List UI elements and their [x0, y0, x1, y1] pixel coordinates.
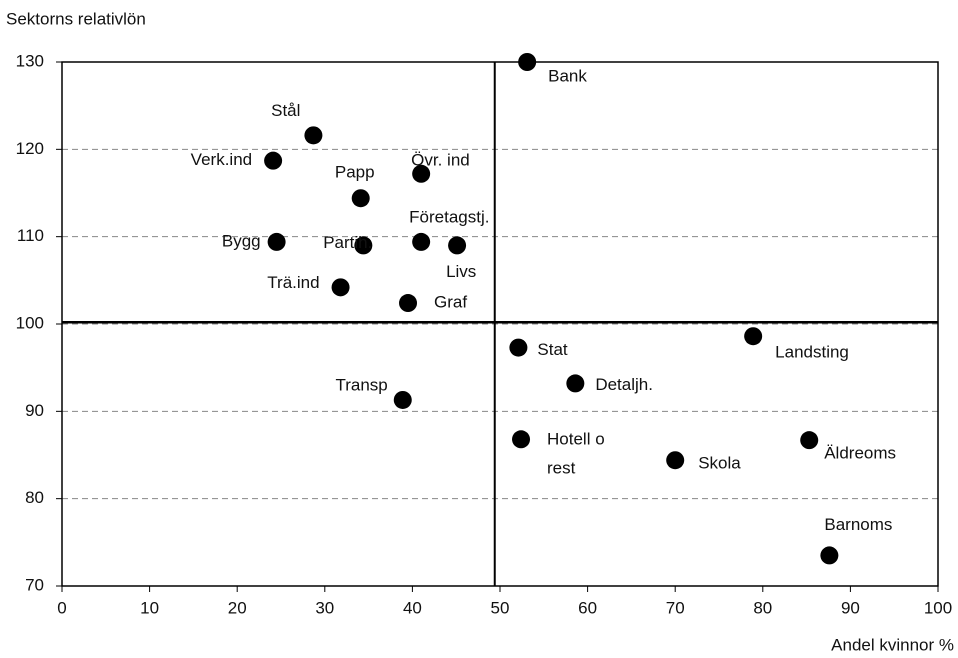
point — [744, 327, 763, 346]
point-label: Äldreoms — [824, 444, 896, 463]
point-label: Företagstj. — [409, 207, 489, 226]
point — [518, 53, 537, 71]
point — [820, 546, 839, 565]
point — [399, 294, 418, 313]
y-tick-label: 80 — [25, 488, 44, 507]
point — [412, 164, 431, 183]
point — [412, 232, 431, 251]
point-label: Verk.ind — [191, 150, 252, 169]
x-tick-label: 40 — [403, 598, 422, 617]
point-label: Papp — [335, 163, 375, 182]
point — [354, 236, 373, 255]
y-tick-label: 110 — [17, 226, 44, 245]
x-tick-label: 80 — [753, 598, 772, 617]
point-label: Bank — [548, 66, 587, 85]
point-label: Hotell o rest — [547, 430, 605, 478]
point — [566, 374, 585, 393]
point-label: Trä.ind — [267, 273, 319, 292]
point-label: Skola — [698, 454, 741, 473]
point — [512, 430, 531, 449]
x-tick-label: 10 — [140, 598, 159, 617]
point — [448, 236, 467, 255]
x-tick-label: 70 — [666, 598, 685, 617]
x-tick-label: 60 — [578, 598, 597, 617]
x-tick-label: 30 — [315, 598, 334, 617]
point-label: Transp — [335, 375, 387, 394]
y-tick-label: 90 — [25, 401, 44, 420]
x-tick-label: 100 — [924, 598, 952, 617]
point-label: Graf — [434, 293, 467, 312]
x-tick-label: 50 — [491, 598, 510, 617]
x-tick-label: 20 — [228, 598, 247, 617]
y-tick-label: 120 — [16, 139, 44, 158]
point-label: Partih. — [323, 233, 372, 252]
point-label: Bygg — [222, 231, 261, 250]
point-label: Livs — [446, 262, 476, 281]
x-tick-label: 90 — [841, 598, 860, 617]
point-label: Detaljh. — [595, 375, 653, 394]
point-label: Stål — [271, 101, 300, 120]
point — [264, 151, 283, 170]
point — [393, 390, 412, 409]
x-axis-label: Andel kvinnor % — [831, 635, 954, 654]
point — [304, 126, 323, 145]
x-tick-label: 0 — [57, 598, 66, 617]
point-label: Barnoms — [824, 515, 892, 534]
point — [331, 278, 350, 297]
point — [267, 232, 286, 251]
plot-frame — [61, 61, 939, 587]
y-tick-label: 130 — [16, 51, 44, 70]
y-axis-label: Sektorns relativlön — [6, 9, 146, 28]
y-tick-label: 100 — [16, 313, 44, 332]
point — [351, 189, 370, 208]
y-tick-label: 70 — [25, 575, 44, 594]
point — [800, 431, 819, 450]
point — [509, 338, 528, 357]
point — [666, 451, 685, 470]
point-label: Landsting — [775, 343, 849, 362]
point-label: Övr. ind — [411, 150, 470, 169]
point-label: Stat — [537, 340, 568, 359]
